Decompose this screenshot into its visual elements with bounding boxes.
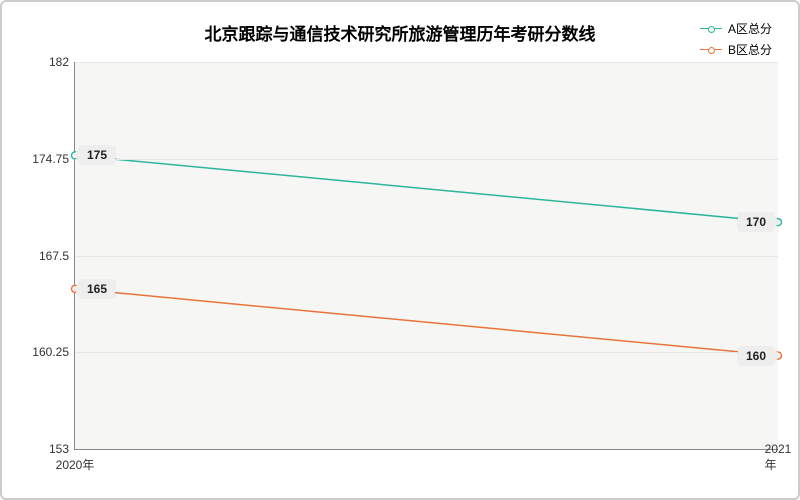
y-gridline — [75, 256, 778, 257]
legend-label-a: A区总分 — [728, 20, 772, 37]
chart-title: 北京跟踪与通信技术研究所旅游管理历年考研分数线 — [205, 20, 596, 45]
legend-swatch-b — [700, 49, 722, 50]
legend-item-a: A区总分 — [700, 20, 772, 37]
y-tick-label: 182 — [19, 55, 69, 69]
x-tick-label: 2021年 — [765, 442, 792, 473]
y-tick-label: 160.25 — [19, 345, 69, 359]
data-label: 170 — [738, 213, 774, 231]
y-gridline — [75, 159, 778, 160]
data-label: 175 — [79, 146, 115, 164]
legend: A区总分 B区总分 — [700, 20, 772, 62]
y-tick-label: 174.75 — [19, 152, 69, 166]
y-gridline — [75, 62, 778, 63]
plot-area: 153160.25167.5174.751822020年2021年1751701… — [74, 62, 778, 450]
x-tick-label: 2020年 — [56, 456, 95, 473]
y-tick-label: 167.5 — [19, 249, 69, 263]
series-line-a — [75, 155, 778, 222]
legend-swatch-a — [700, 28, 722, 29]
data-label: 165 — [79, 280, 115, 298]
y-gridline — [75, 352, 778, 353]
line-chart: 北京跟踪与通信技术研究所旅游管理历年考研分数线 A区总分 B区总分 153 160… — [0, 0, 800, 500]
data-label: 160 — [738, 347, 774, 365]
legend-label-b: B区总分 — [728, 41, 772, 58]
legend-item-b: B区总分 — [700, 41, 772, 58]
y-tick-label: 153 — [19, 442, 69, 456]
series-line-b — [75, 289, 778, 356]
